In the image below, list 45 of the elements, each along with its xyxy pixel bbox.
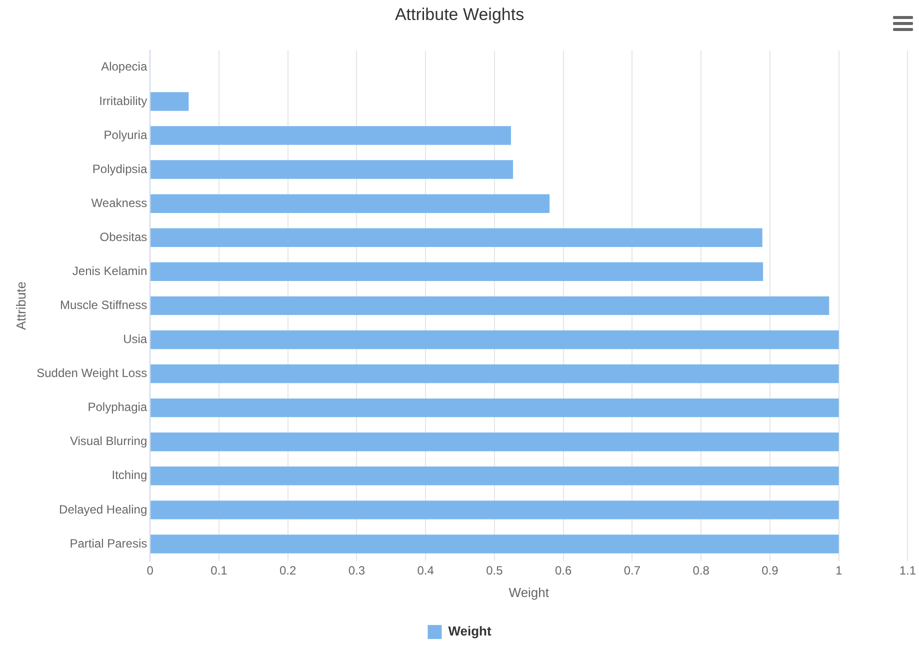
bar bbox=[150, 92, 189, 111]
x-tick-label: 0.8 bbox=[692, 564, 710, 578]
x-tick-label: 0.2 bbox=[280, 564, 297, 578]
y-tick-label: Sudden Weight Loss bbox=[36, 366, 148, 380]
bar bbox=[150, 500, 839, 520]
x-tick-label: 1.1 bbox=[899, 564, 916, 578]
y-axis-title: Attribute bbox=[13, 281, 28, 330]
bar bbox=[150, 398, 839, 418]
x-axis-title: Weight bbox=[508, 584, 550, 600]
x-tick-label: 0.1 bbox=[210, 564, 228, 578]
x-tick-label: 0.6 bbox=[554, 564, 572, 578]
x-tick-label: 1 bbox=[835, 564, 842, 578]
x-tick-label: 0.9 bbox=[762, 564, 779, 578]
bar bbox=[150, 126, 511, 145]
y-tick-label: Itching bbox=[112, 468, 148, 482]
y-tick-label: Weakness bbox=[91, 196, 148, 210]
y-tick-label: Delayed Healing bbox=[59, 502, 148, 516]
y-tick-label: Polyuria bbox=[104, 128, 148, 142]
bar bbox=[150, 228, 762, 247]
bar bbox=[150, 262, 764, 282]
x-tick-label: 0.3 bbox=[348, 564, 366, 578]
chart-title: Attribute Weights bbox=[394, 4, 524, 24]
y-tick-label: Irritability bbox=[99, 94, 148, 108]
y-tick-label: Visual Blurring bbox=[70, 434, 148, 448]
x-tick-label: 0.5 bbox=[486, 564, 504, 578]
x-tick-label: 0.7 bbox=[624, 564, 641, 578]
bar bbox=[150, 466, 839, 486]
y-tick-label: Muscle Stiffness bbox=[60, 298, 148, 312]
x-tick-label: 0.4 bbox=[417, 564, 434, 578]
y-tick-label: Polydipsia bbox=[92, 162, 148, 176]
x-tick-label: 0 bbox=[146, 564, 154, 578]
y-tick-label: Polyphagia bbox=[88, 400, 148, 414]
bar bbox=[150, 194, 550, 213]
bar bbox=[150, 296, 830, 316]
bar bbox=[150, 160, 514, 179]
bar bbox=[150, 364, 839, 384]
bar bbox=[150, 330, 839, 350]
y-tick-label: Usia bbox=[123, 332, 148, 346]
y-tick-label: Jenis Kelamin bbox=[72, 264, 148, 278]
legend-label: Weight bbox=[448, 624, 492, 639]
y-tick-label: Obesitas bbox=[100, 230, 148, 244]
y-tick-label: Partial Paresis bbox=[70, 536, 148, 550]
y-tick-label: Alopecia bbox=[101, 60, 148, 74]
bar bbox=[150, 432, 839, 452]
bar bbox=[150, 534, 839, 554]
